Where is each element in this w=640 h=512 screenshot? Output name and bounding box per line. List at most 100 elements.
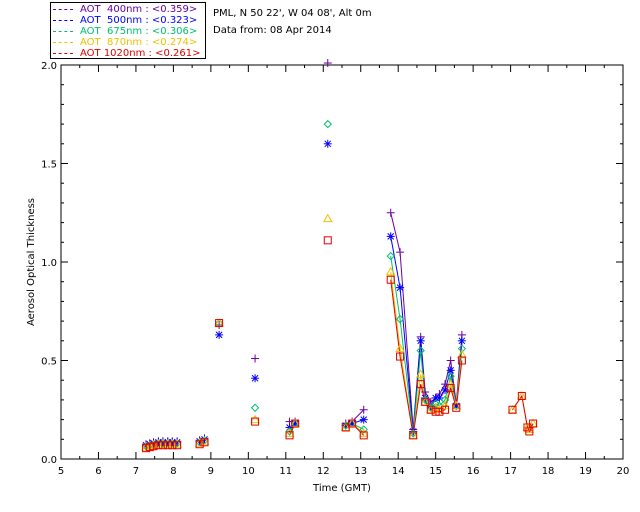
legend-entry: AOT 1020nm : <0.261> bbox=[51, 48, 207, 59]
star-mark bbox=[215, 331, 223, 339]
data-point bbox=[446, 356, 455, 365]
data-point bbox=[440, 400, 450, 410]
data-point bbox=[291, 419, 300, 428]
triangle-mark bbox=[451, 400, 462, 410]
data-point bbox=[435, 407, 444, 416]
data-point bbox=[421, 397, 430, 406]
y-tick-label: 1.0 bbox=[41, 258, 57, 269]
x-tick-label: 6 bbox=[95, 466, 101, 477]
square-mark bbox=[154, 441, 163, 450]
x-tick-label: 10 bbox=[242, 466, 255, 477]
station-title: PML, N 50 22', W 04 08', Alt 0m bbox=[213, 8, 372, 19]
diamond-mark bbox=[359, 425, 368, 434]
x-axis-label: Time (GMT) bbox=[312, 483, 371, 494]
data-point bbox=[251, 354, 260, 363]
legend-label: AOT 675nm : <0.306> bbox=[80, 26, 198, 37]
data-point bbox=[168, 441, 177, 450]
data-point bbox=[431, 399, 440, 409]
data-point bbox=[284, 428, 295, 437]
x-tick-label: 18 bbox=[542, 466, 555, 477]
data-point bbox=[445, 379, 456, 388]
square-mark bbox=[525, 427, 534, 436]
data-point bbox=[215, 321, 224, 330]
triangle-mark bbox=[415, 369, 426, 378]
data-point bbox=[529, 419, 538, 428]
square-mark bbox=[149, 442, 158, 451]
legend-entry: AOT 675nm : <0.306> bbox=[51, 26, 207, 37]
star-mark bbox=[458, 337, 466, 345]
square-mark bbox=[386, 275, 395, 284]
star-mark bbox=[324, 140, 332, 148]
square-mark bbox=[416, 380, 425, 389]
star-mark bbox=[396, 284, 404, 291]
data-point bbox=[386, 275, 395, 284]
data-point bbox=[386, 251, 395, 261]
data-point bbox=[416, 346, 425, 355]
square-mark bbox=[359, 431, 368, 440]
y-tick-label: 2.0 bbox=[41, 61, 57, 72]
triangle-mark bbox=[528, 418, 538, 428]
data-point bbox=[525, 427, 534, 436]
legend-swatch bbox=[53, 42, 73, 43]
legend-swatch bbox=[53, 20, 73, 21]
triangle-mark bbox=[322, 213, 333, 223]
x-tick-label: 19 bbox=[579, 466, 592, 477]
diamond-mark bbox=[395, 314, 405, 324]
data-point bbox=[158, 441, 167, 450]
y-tick-label: 0.5 bbox=[41, 357, 57, 368]
x-tick-label: 9 bbox=[208, 466, 214, 477]
square-mark bbox=[168, 441, 177, 450]
x-tick-label: 11 bbox=[279, 466, 292, 477]
star-mark bbox=[447, 366, 455, 374]
square-mark bbox=[421, 397, 430, 406]
square-mark bbox=[446, 384, 455, 393]
legend-swatch bbox=[53, 9, 73, 10]
data-point bbox=[528, 418, 538, 428]
data-point bbox=[452, 403, 461, 412]
data-point bbox=[154, 441, 163, 450]
data-point bbox=[359, 415, 368, 424]
data-point bbox=[250, 414, 260, 424]
star-mark bbox=[387, 233, 395, 240]
legend-label: AOT 500nm : <0.323> bbox=[80, 15, 198, 26]
data-point bbox=[163, 441, 172, 450]
data-point bbox=[416, 336, 425, 345]
data-point bbox=[323, 119, 332, 129]
legend-label: AOT 400nm : <0.359> bbox=[80, 4, 198, 15]
triangle-mark bbox=[284, 428, 295, 437]
square-mark bbox=[323, 236, 332, 245]
diamond-mark bbox=[250, 403, 260, 412]
data-point bbox=[517, 391, 526, 400]
data-point bbox=[172, 439, 183, 448]
data-point bbox=[386, 208, 395, 217]
data-point bbox=[451, 400, 462, 410]
data-point bbox=[359, 431, 368, 440]
square-mark bbox=[158, 441, 167, 450]
triangle-mark bbox=[172, 439, 183, 448]
data-point bbox=[358, 428, 369, 437]
legend-label: AOT 1020nm : <0.261> bbox=[80, 48, 201, 59]
data-point bbox=[251, 417, 260, 426]
series-line bbox=[390, 271, 463, 436]
square-mark bbox=[457, 356, 466, 365]
legend-entry: AOT 500nm : <0.323> bbox=[51, 15, 207, 26]
star-mark bbox=[360, 416, 368, 423]
data-point bbox=[200, 438, 209, 447]
data-point bbox=[215, 330, 224, 339]
diamond-mark bbox=[386, 251, 395, 261]
star-mark bbox=[417, 337, 425, 345]
square-mark bbox=[517, 391, 526, 400]
square-mark bbox=[508, 405, 517, 414]
triangle-mark bbox=[385, 266, 396, 276]
data-point bbox=[285, 431, 294, 440]
data-point bbox=[323, 236, 332, 245]
data-point bbox=[396, 248, 405, 257]
triangle-mark bbox=[457, 349, 467, 359]
triangle-mark bbox=[440, 400, 450, 410]
x-tick-label: 5 bbox=[58, 466, 64, 477]
square-mark bbox=[173, 441, 182, 450]
legend-swatch bbox=[53, 31, 73, 32]
x-tick-label: 7 bbox=[133, 466, 139, 477]
data-point bbox=[440, 395, 450, 405]
x-tick-label: 14 bbox=[392, 466, 405, 477]
